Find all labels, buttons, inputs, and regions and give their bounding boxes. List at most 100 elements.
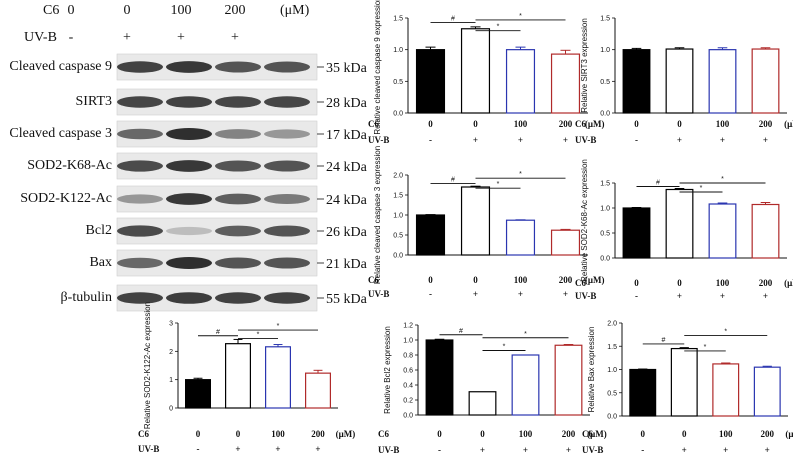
significance-marker: * (503, 344, 506, 351)
bar (550, 229, 581, 256)
blot-band (215, 129, 261, 139)
blot-band (264, 129, 310, 139)
y-tick-label: 0.0 (600, 256, 610, 263)
c6-value: 0 (682, 429, 687, 439)
y-tick-label: 2.0 (393, 173, 403, 180)
blot-band (166, 257, 212, 269)
unit-label: (μM) (585, 119, 605, 129)
bar (185, 379, 212, 409)
significance-marker: # (451, 176, 455, 183)
uvb-value: + (682, 445, 687, 455)
y-tick-label: 2 (169, 349, 173, 356)
y-tick-label: 0.0 (393, 111, 403, 118)
blot-row: Cleaved caspase 3 17 kDa (9, 120, 368, 148)
blot-band (117, 128, 163, 140)
blot-c6-value: 0 (124, 3, 131, 18)
y-axis-label: Relative SOD2-K122-Ac expression (143, 302, 152, 429)
uvb-value: - (429, 289, 432, 299)
blot-band (215, 61, 261, 73)
y-tick-label: 0.5 (393, 79, 403, 86)
c6-label: C6 (368, 119, 379, 129)
uvb-value: + (563, 135, 568, 145)
c6-value: 200 (562, 429, 576, 439)
y-tick-label: 0.0 (600, 111, 610, 118)
y-tick-label: 0.4 (403, 383, 413, 390)
significance-marker: * (519, 171, 522, 178)
uvb-value: + (763, 291, 768, 301)
bar (305, 372, 332, 409)
y-tick-label: 1.0 (393, 213, 403, 220)
blot-band (264, 160, 310, 172)
blot-band (166, 292, 212, 304)
y-axis-label: Relative Bax expression (587, 327, 596, 413)
blot-row: β-tubulin 55 kDa (61, 284, 368, 312)
c6-value: 0 (634, 278, 639, 288)
y-axis-label: Relative SOD2-K68-Ac expression (580, 159, 589, 282)
significance-marker: # (662, 337, 666, 344)
uvb-value: + (566, 445, 571, 455)
blot-row: SIRT3 28 kDa (76, 88, 368, 116)
uvb-value: + (275, 444, 280, 454)
bar (753, 366, 781, 417)
chart-sirt3: 0.0 0.5 1.0 1.5 Relative SIRT3 expression C6 U… (575, 16, 793, 146)
y-tick-label: 0.5 (600, 79, 610, 86)
blot-c6-value: 100 (171, 3, 192, 18)
c6-value: 0 (480, 429, 485, 439)
bar (225, 343, 252, 409)
uvb-value: + (765, 445, 770, 455)
significance-marker: * (497, 181, 500, 188)
blot-protein-label: SOD2-K122-Ac (20, 191, 112, 206)
bar (415, 49, 446, 114)
blot-band (215, 225, 261, 237)
blot-band (215, 257, 261, 269)
y-axis-label: Relative SIRT3 expression (580, 18, 589, 113)
y-tick-label: 1.5 (600, 181, 610, 188)
y-tick-label: 0.0 (393, 253, 403, 260)
unit-label: (μM) (785, 429, 793, 439)
significance-marker: # (656, 180, 660, 187)
blot-uvb-value: + (177, 30, 185, 45)
bar (265, 346, 292, 409)
c6-value: 0 (473, 275, 478, 285)
c6-value: 100 (716, 119, 730, 129)
y-tick-label: 0.5 (393, 233, 403, 240)
uvb-value: - (429, 135, 432, 145)
chart-casp9: 0.0 0.5 1.0 1.5 Relative cleaved caspase 9 e… (368, 0, 604, 145)
blot-kda-label: 35 kDa (326, 61, 368, 76)
uvb-value: + (518, 135, 523, 145)
uvb-value: - (197, 444, 200, 454)
bar (460, 28, 491, 114)
c6-value: 0 (236, 429, 241, 439)
blot-unit-label: (μM) (280, 3, 310, 18)
uvb-value: + (720, 135, 725, 145)
c6-value: 100 (716, 278, 730, 288)
y-tick-label: 1.5 (393, 193, 403, 200)
uvb-value: - (635, 135, 638, 145)
c6-value: 0 (634, 119, 639, 129)
bar (460, 186, 491, 256)
blot-uvb-value: + (231, 30, 239, 45)
y-tick-label: 1.2 (403, 323, 413, 330)
significance-marker: * (277, 323, 280, 330)
uvb-value: + (563, 289, 568, 299)
c6-label: C6 (575, 119, 586, 129)
c6-value: 200 (759, 278, 773, 288)
bar (554, 344, 583, 416)
y-tick-label: 0.2 (403, 398, 413, 405)
uvb-value: - (438, 445, 441, 455)
uvb-value: + (518, 289, 523, 299)
y-tick-label: 1.5 (393, 16, 403, 23)
blot-band (166, 226, 212, 236)
blot-band (117, 292, 163, 304)
uvb-value: + (235, 444, 240, 454)
bar (622, 49, 651, 114)
uvb-value: + (315, 444, 320, 454)
blot-kda-label: 55 kDa (326, 292, 368, 307)
y-tick-label: 1.0 (393, 47, 403, 54)
blot-kda-label: 24 kDa (326, 160, 368, 175)
bar (505, 49, 536, 114)
y-tick-label: 0.5 (607, 390, 617, 397)
significance-marker: * (497, 24, 500, 31)
blot-protein-label: Cleaved caspase 3 (9, 126, 112, 141)
y-tick-label: 1.0 (403, 338, 413, 345)
